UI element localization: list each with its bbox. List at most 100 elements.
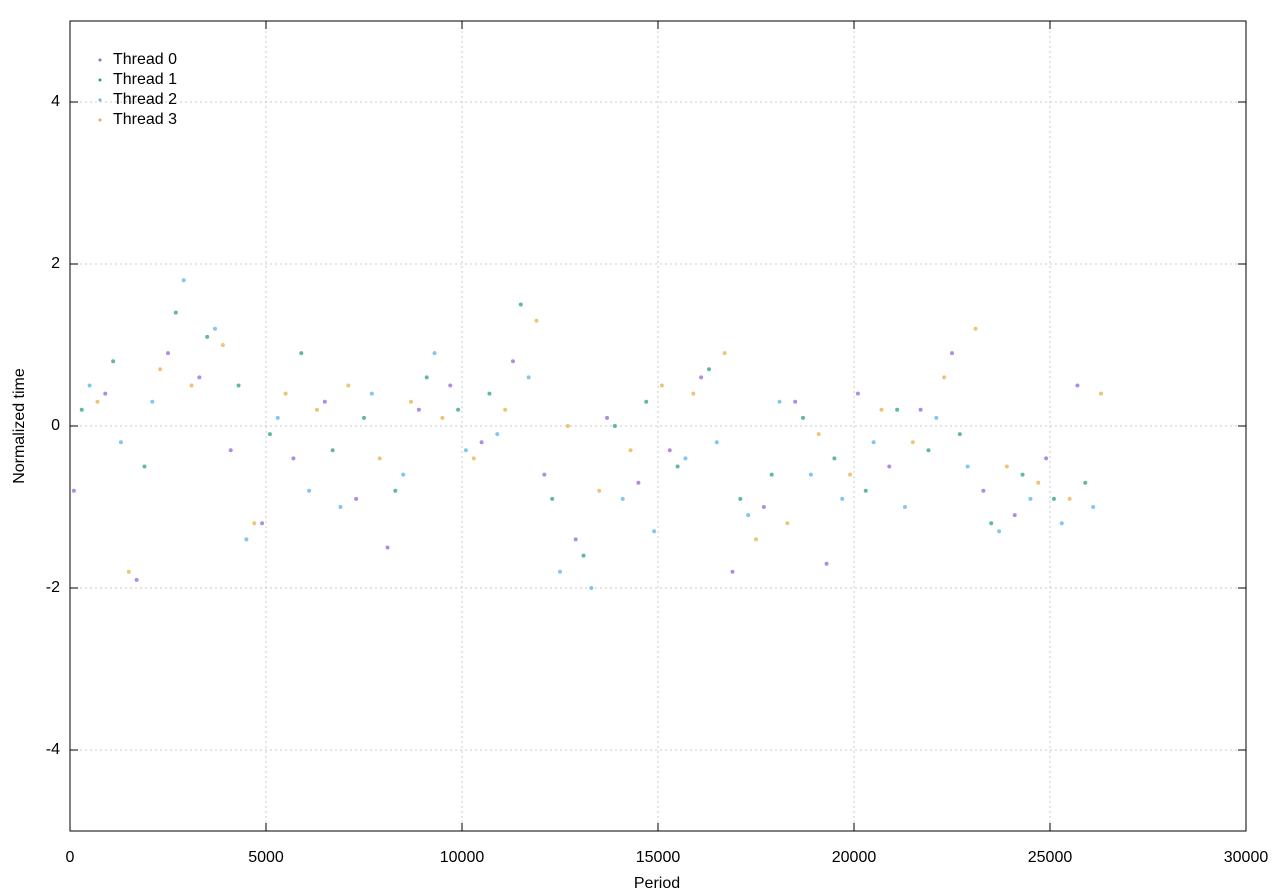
point bbox=[730, 569, 735, 574]
point bbox=[416, 407, 421, 412]
point bbox=[667, 448, 672, 453]
point bbox=[1098, 391, 1103, 396]
point bbox=[879, 407, 884, 412]
point bbox=[714, 440, 719, 445]
point bbox=[526, 375, 531, 380]
y-tick-label: 0 bbox=[51, 417, 60, 434]
point bbox=[754, 537, 758, 542]
point bbox=[997, 529, 1002, 534]
point bbox=[150, 399, 155, 404]
point bbox=[863, 488, 868, 493]
point bbox=[934, 415, 939, 420]
point bbox=[440, 415, 445, 420]
point bbox=[479, 440, 484, 445]
point bbox=[456, 407, 461, 412]
x-tick-label: 5000 bbox=[248, 849, 284, 866]
point bbox=[369, 391, 374, 396]
point bbox=[957, 432, 962, 437]
point bbox=[989, 521, 994, 526]
point bbox=[213, 326, 218, 331]
point bbox=[432, 351, 437, 356]
point bbox=[118, 440, 123, 445]
point bbox=[918, 407, 923, 412]
point bbox=[338, 505, 343, 509]
point bbox=[1012, 513, 1017, 518]
point bbox=[103, 391, 108, 396]
point bbox=[981, 488, 986, 493]
point bbox=[518, 302, 523, 307]
point bbox=[385, 545, 390, 550]
point bbox=[777, 399, 782, 404]
point bbox=[581, 553, 586, 558]
plot-frame bbox=[69, 20, 1247, 832]
point bbox=[558, 569, 562, 574]
point bbox=[377, 456, 382, 461]
point bbox=[699, 375, 704, 380]
point bbox=[706, 367, 711, 372]
point bbox=[275, 415, 280, 420]
point bbox=[659, 383, 664, 388]
x-tick-label: 10000 bbox=[440, 849, 485, 866]
point bbox=[691, 391, 696, 396]
x-tick-label: 15000 bbox=[636, 849, 681, 866]
legend-key bbox=[98, 118, 102, 122]
point bbox=[612, 424, 617, 428]
point bbox=[628, 448, 633, 453]
x-tick-label: 20000 bbox=[832, 849, 877, 866]
point bbox=[683, 456, 688, 461]
point bbox=[197, 375, 202, 380]
point bbox=[761, 505, 766, 509]
point bbox=[895, 407, 900, 412]
point bbox=[495, 432, 500, 437]
point bbox=[746, 513, 751, 518]
point bbox=[808, 472, 813, 477]
point bbox=[942, 375, 947, 380]
point bbox=[346, 383, 351, 388]
point bbox=[605, 415, 610, 420]
point bbox=[503, 407, 508, 412]
point bbox=[840, 496, 845, 501]
point bbox=[424, 375, 429, 380]
legend-label: Thread 2 bbox=[113, 91, 177, 108]
point bbox=[950, 351, 954, 356]
point bbox=[134, 577, 139, 582]
point bbox=[71, 488, 76, 493]
point bbox=[722, 351, 727, 356]
point bbox=[652, 529, 657, 534]
point bbox=[111, 359, 116, 364]
point bbox=[471, 456, 476, 461]
point bbox=[824, 561, 829, 566]
legend-label: Thread 1 bbox=[113, 71, 177, 88]
point bbox=[260, 521, 265, 526]
point bbox=[1044, 456, 1049, 461]
point bbox=[463, 448, 468, 453]
point bbox=[926, 448, 931, 453]
point bbox=[871, 440, 876, 445]
point bbox=[550, 496, 555, 501]
legend-label: Thread 3 bbox=[113, 111, 177, 128]
point bbox=[793, 399, 798, 404]
point bbox=[322, 399, 327, 404]
point bbox=[244, 537, 249, 542]
point bbox=[1067, 496, 1072, 501]
point bbox=[236, 383, 241, 388]
point bbox=[220, 343, 225, 347]
point bbox=[597, 488, 602, 493]
point bbox=[142, 464, 147, 469]
point bbox=[158, 367, 163, 372]
y-tick-label: 4 bbox=[51, 93, 60, 110]
point bbox=[832, 456, 837, 461]
point bbox=[87, 383, 92, 388]
point bbox=[307, 488, 312, 493]
point bbox=[973, 326, 978, 331]
point bbox=[79, 407, 84, 412]
y-axis-label: Normalized time bbox=[11, 368, 28, 484]
point bbox=[314, 407, 319, 412]
y-tick-label: -4 bbox=[46, 741, 60, 758]
point bbox=[401, 472, 406, 477]
point bbox=[409, 399, 414, 404]
point bbox=[534, 318, 539, 323]
point bbox=[573, 537, 578, 542]
legend-label: Thread 0 bbox=[113, 51, 177, 68]
